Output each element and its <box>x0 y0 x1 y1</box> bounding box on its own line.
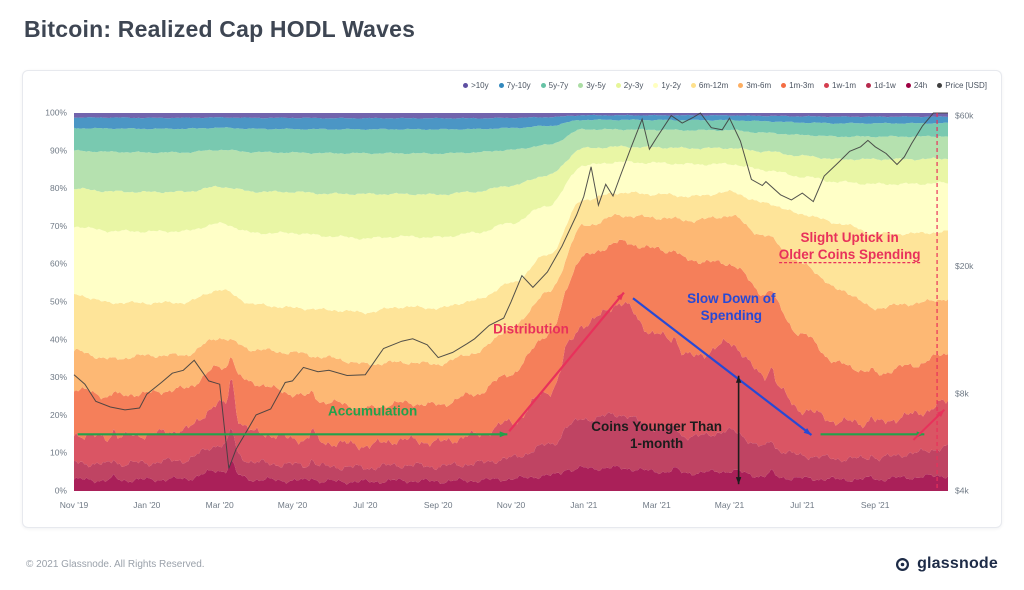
legend-item-price-usd-[interactable]: Price [USD] <box>937 81 987 90</box>
svg-text:Jul '20: Jul '20 <box>353 500 378 510</box>
svg-text:0%: 0% <box>55 486 68 496</box>
svg-text:$20k: $20k <box>955 261 974 271</box>
svg-text:80%: 80% <box>50 183 67 193</box>
legend-item-6m-12m[interactable]: 6m-12m <box>690 81 729 90</box>
glassnode-logo: glassnode <box>895 555 998 573</box>
svg-text:$8k: $8k <box>955 389 969 399</box>
legend-dot-icon <box>653 83 659 88</box>
chart-card: >10y 7y-10y 5y-7y 3y-5y 2y-3y 1y-2y 6m-12m 3m-6… <box>22 70 1002 528</box>
copyright-text: © 2021 Glassnode. All Rights Reserved. <box>26 558 205 570</box>
legend-item-label: 1m-3m <box>789 81 815 90</box>
legend-item-label: 1d-1w <box>874 81 896 90</box>
legend-item-label: 5y-7y <box>548 81 569 90</box>
legend-item-label: 3m-6m <box>746 81 772 90</box>
svg-text:$4k: $4k <box>955 486 969 496</box>
legend-item-1m-3m[interactable]: 1m-3m <box>781 81 814 90</box>
page-title: Bitcoin: Realized Cap HODL Waves <box>24 16 416 42</box>
legend-item-1w-1m[interactable]: 1w-1m <box>824 81 856 90</box>
chart-area: 0% 10% 20% 30% 40% 50% 60% 70% 80% 90% 100% $60k $20… <box>30 105 994 521</box>
svg-text:10%: 10% <box>50 448 67 458</box>
legend-item-label: 24h <box>913 81 928 90</box>
glassnode-logo-text: glassnode <box>917 555 998 572</box>
svg-text:70%: 70% <box>50 221 67 231</box>
glassnode-logo-icon <box>896 557 910 571</box>
hodl-waves-chart[interactable]: 0% 10% 20% 30% 40% 50% 60% 70% 80% 90% 100% $60k $20… <box>30 105 994 519</box>
legend-dot-icon <box>540 83 546 88</box>
legend-item-1y-2y[interactable]: 1y-2y <box>653 81 681 90</box>
legend-dot-icon <box>738 83 744 88</box>
svg-text:Mar '21: Mar '21 <box>643 500 671 510</box>
svg-text:Jan '21: Jan '21 <box>570 500 597 510</box>
legend-dot-icon <box>937 83 943 88</box>
svg-text:Nov '20: Nov '20 <box>497 500 526 510</box>
legend-item-label: 7y-10y <box>506 81 531 90</box>
svg-text:Jan '20: Jan '20 <box>133 500 160 510</box>
legend-item-label: 1y-2y <box>661 81 681 90</box>
svg-text:Sep '20: Sep '20 <box>424 500 453 510</box>
legend-dot-icon <box>824 83 830 88</box>
svg-text:60%: 60% <box>50 259 67 269</box>
legend-item-label: 1w-1m <box>832 81 857 90</box>
legend-item-label: 6m-12m <box>698 81 729 90</box>
legend-item-5y-7y[interactable]: 5y-7y <box>540 81 569 90</box>
legend-dot-icon <box>781 83 787 88</box>
legend-item-3m-6m[interactable]: 3m-6m <box>738 81 771 90</box>
svg-text:100%: 100% <box>45 108 67 118</box>
svg-text:$60k: $60k <box>955 111 974 121</box>
svg-text:Mar '20: Mar '20 <box>206 500 234 510</box>
legend-dot-icon <box>866 83 872 88</box>
legend-dot-icon <box>905 83 911 88</box>
legend-dot-icon <box>578 83 584 88</box>
legend-item--10y[interactable]: >10y <box>463 81 489 90</box>
legend-dot-icon <box>690 83 696 88</box>
legend-item-label: Price [USD] <box>945 81 987 90</box>
legend-item-2y-3y[interactable]: 2y-3y <box>615 81 644 90</box>
svg-text:40%: 40% <box>50 334 67 344</box>
svg-text:90%: 90% <box>50 145 67 155</box>
svg-text:May '21: May '21 <box>715 500 745 510</box>
footer: © 2021 Glassnode. All Rights Reserved. g… <box>0 542 1024 586</box>
svg-text:20%: 20% <box>50 410 67 420</box>
legend-dot-icon <box>498 83 504 88</box>
legend-item-1d-1w[interactable]: 1d-1w <box>866 81 896 90</box>
chart-legend: >10y 7y-10y 5y-7y 3y-5y 2y-3y 1y-2y 6m-12m 3m-6… <box>463 81 987 90</box>
legend-item-24h[interactable]: 24h <box>905 81 928 90</box>
svg-text:50%: 50% <box>50 297 67 307</box>
legend-item-3y-5y[interactable]: 3y-5y <box>578 81 606 90</box>
legend-item-label: >10y <box>471 81 489 90</box>
svg-text:May '20: May '20 <box>278 500 308 510</box>
legend-dot-icon <box>463 83 469 88</box>
legend-item-label: 2y-3y <box>623 81 644 90</box>
svg-text:Sep '21: Sep '21 <box>861 500 890 510</box>
legend-item-7y-10y[interactable]: 7y-10y <box>498 81 531 90</box>
svg-text:30%: 30% <box>50 372 67 382</box>
legend-item-label: 3y-5y <box>586 81 606 90</box>
svg-text:Jul '21: Jul '21 <box>790 500 815 510</box>
svg-text:Nov '19: Nov '19 <box>60 500 89 510</box>
legend-dot-icon <box>615 83 621 88</box>
